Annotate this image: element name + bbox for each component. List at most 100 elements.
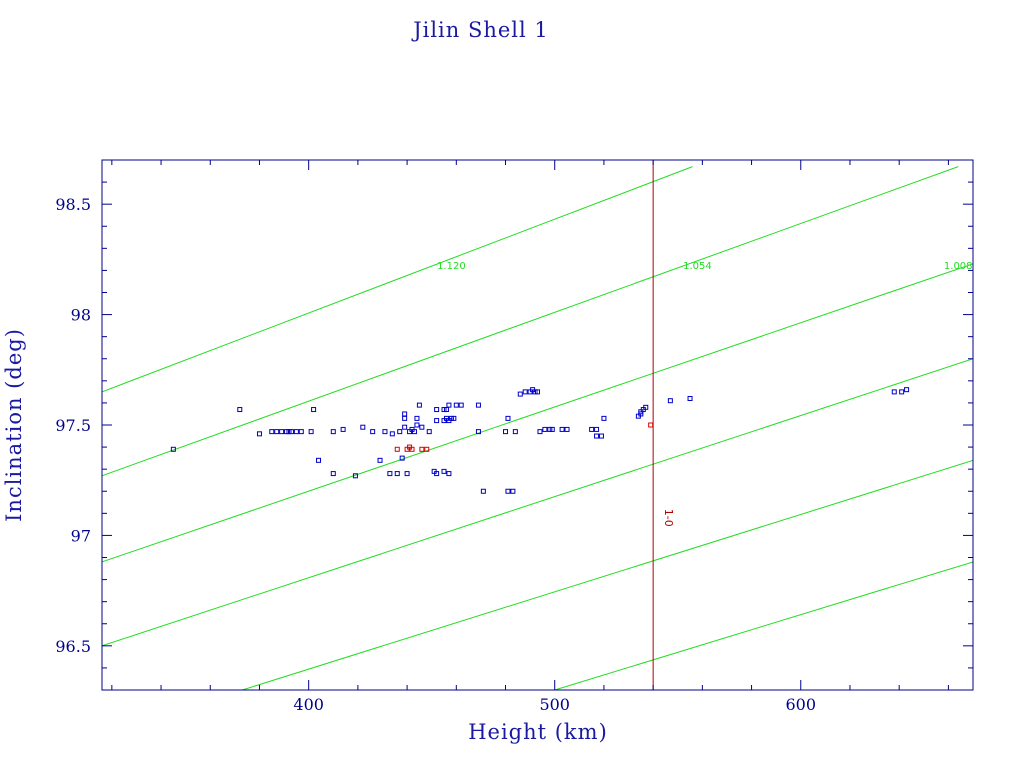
data-point: [382, 429, 388, 435]
data-point: [288, 429, 294, 435]
data-point: [535, 389, 540, 395]
data-point: [434, 407, 440, 413]
data-point: [426, 429, 432, 435]
contour-label-3: 1.008: [944, 261, 973, 272]
data-point: [311, 407, 317, 413]
data-point: [434, 418, 440, 424]
data-point: [279, 429, 285, 435]
tick-labels: 400 500 600 96.5 97 97.5 98 98.5: [55, 195, 816, 714]
data-point: [564, 426, 570, 432]
data-point: [402, 424, 408, 430]
data-point: [269, 429, 275, 435]
data-point: [446, 471, 452, 477]
data-point: [387, 471, 393, 477]
data-point: [517, 391, 523, 397]
data-point: [505, 488, 511, 494]
contour-line-5: [242, 459, 973, 690]
plot-border: [101, 159, 974, 691]
data-point: [458, 402, 464, 408]
vertical-reference: 1-0: [652, 160, 675, 690]
data-point: [522, 389, 528, 395]
data-point: [298, 429, 304, 435]
data-point: [542, 426, 548, 432]
data-points: [170, 387, 910, 494]
data-point: [308, 429, 314, 435]
data-point: [601, 415, 607, 421]
contour-line-2: [102, 166, 959, 477]
data-point: [480, 488, 486, 494]
data-point: [904, 387, 910, 393]
y-tick-label: 97.5: [55, 416, 91, 435]
data-point: [446, 402, 452, 408]
contour-lines: [102, 166, 973, 690]
data-point: [340, 426, 346, 432]
data-point: [409, 446, 415, 452]
contour-label-2: 1.054: [683, 261, 712, 272]
data-point: [441, 468, 447, 474]
contour-label-1: 1.120: [437, 261, 466, 272]
y-tick-label: 98: [71, 306, 91, 325]
y-tick-label: 98.5: [55, 195, 91, 214]
data-point: [394, 471, 400, 477]
contour-line-4: [102, 358, 973, 647]
data-point: [594, 433, 600, 439]
data-point: [687, 396, 693, 401]
contour-line-6: [554, 561, 973, 690]
data-point: [360, 424, 366, 430]
data-point: [404, 471, 410, 477]
data-point: [416, 402, 422, 408]
vertical-line-label: 1-0: [662, 509, 675, 527]
series-1: [170, 387, 910, 494]
data-point: [397, 429, 403, 435]
data-point: [274, 429, 280, 435]
data-point: [411, 429, 417, 435]
data-point: [414, 422, 420, 428]
data-point: [389, 431, 395, 437]
data-point: [352, 473, 358, 479]
data-point: [256, 431, 262, 437]
data-point: [377, 457, 383, 463]
data-point: [402, 415, 408, 421]
data-point: [549, 426, 555, 432]
y-tick-label: 96.5: [55, 637, 91, 656]
data-point: [475, 402, 481, 408]
axis-ticks: [102, 159, 973, 691]
data-point: [648, 422, 654, 428]
data-point: [589, 426, 595, 432]
x-tick-label: 500: [539, 695, 570, 714]
data-point: [316, 457, 322, 463]
data-point: [330, 471, 336, 477]
x-tick-label: 400: [293, 695, 324, 714]
data-point: [414, 415, 420, 421]
data-point: [451, 415, 457, 421]
data-point: [293, 429, 299, 435]
series-2: [394, 422, 654, 452]
data-point: [559, 426, 565, 432]
data-point: [399, 455, 405, 461]
x-tick-label: 600: [785, 695, 816, 714]
data-point: [434, 471, 440, 477]
y-axis-title: Inclination (deg): [2, 328, 26, 522]
contour-line-1: [102, 166, 693, 393]
data-point: [419, 424, 425, 430]
data-point: [667, 398, 673, 404]
data-point: [453, 402, 459, 408]
data-point: [402, 411, 408, 417]
data-point: [424, 446, 430, 452]
data-point: [475, 429, 481, 435]
data-point: [505, 415, 511, 421]
data-point: [891, 389, 897, 395]
data-point: [512, 429, 518, 435]
y-tick-label: 97: [71, 526, 91, 545]
plot-frame: [101, 159, 974, 691]
contour-labels: 1.120 1.054 1.008: [437, 261, 972, 272]
data-point: [510, 488, 516, 494]
data-point: [594, 426, 600, 432]
data-point: [394, 446, 400, 452]
chart-title: Jilin Shell 1: [411, 18, 549, 42]
data-point: [643, 404, 649, 410]
data-point: [503, 429, 509, 435]
contour-line-3: [102, 263, 973, 563]
data-point: [370, 429, 376, 435]
